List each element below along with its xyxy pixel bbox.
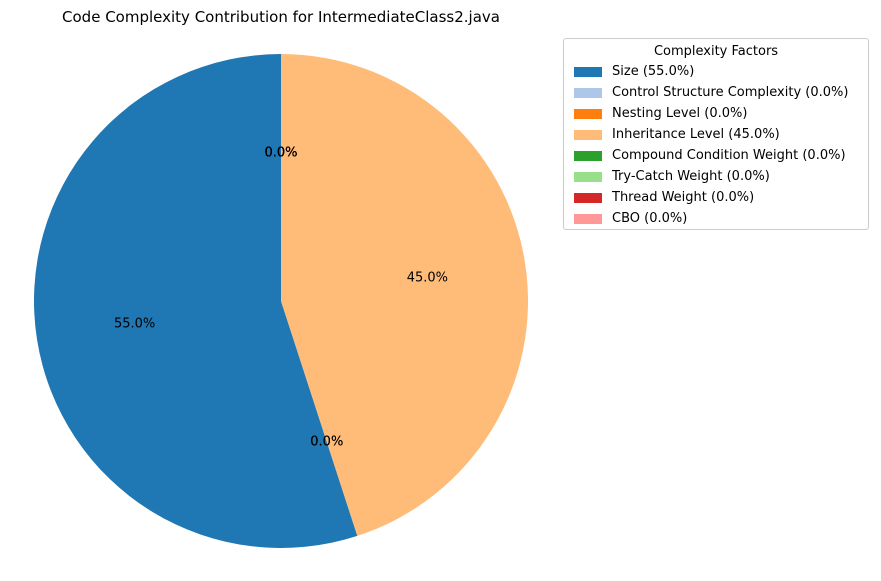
legend-swatch xyxy=(574,87,602,98)
pie-chart: 55.0%0.0%0.0%45.0%0.0%0.0%0.0%0.0% xyxy=(33,54,528,548)
slice-pct-label-thread-weight: 0.0% xyxy=(264,145,297,160)
legend-entry: Compound Condition Weight (0.0%) xyxy=(564,145,868,166)
legend-label: Size (55.0%) xyxy=(612,64,695,79)
legend-entry: Inheritance Level (45.0%) xyxy=(564,124,868,145)
legend-label: Control Structure Complexity (0.0%) xyxy=(612,85,849,100)
legend-title: Complexity Factors xyxy=(653,44,779,59)
legend-entry: CBO (0.0%) xyxy=(564,208,868,229)
slice-pct-label-try-catch-weight: 0.0% xyxy=(264,145,297,160)
slice-pct-label-compound-condition-weight: 0.0% xyxy=(264,145,297,160)
slice-pct-label-size: 55.0% xyxy=(114,317,155,332)
legend-entry: Try-Catch Weight (0.0%) xyxy=(564,166,868,187)
chart-title: Code Complexity Contribution for Interme… xyxy=(62,8,500,26)
legend-label: Nesting Level (0.0%) xyxy=(612,106,748,121)
slice-pct-label-cbo: 0.0% xyxy=(264,145,297,160)
legend-label: Try-Catch Weight (0.0%) xyxy=(612,169,770,184)
legend-entry: Control Structure Complexity (0.0%) xyxy=(564,82,868,103)
legend-entry: Nesting Level (0.0%) xyxy=(564,103,868,124)
slice-pct-label-nesting-level: 0.0% xyxy=(310,434,343,449)
legend-swatch xyxy=(574,171,602,182)
legend-swatch xyxy=(574,108,602,119)
legend-label: Thread Weight (0.0%) xyxy=(612,190,755,205)
legend-entry: Size (55.0%) xyxy=(564,61,868,82)
legend-label: Inheritance Level (45.0%) xyxy=(612,127,780,142)
legend-swatch xyxy=(574,192,602,203)
slice-pct-label-control-structure-complexity: 0.0% xyxy=(310,434,343,449)
legend-entry: Thread Weight (0.0%) xyxy=(564,187,868,208)
pie-slice-inheritance-level xyxy=(281,54,528,536)
legend-swatch xyxy=(574,213,602,224)
legend-swatch xyxy=(574,129,602,140)
legend-swatch xyxy=(574,150,602,161)
legend-label: CBO (0.0%) xyxy=(612,211,688,226)
pie-slice-size xyxy=(33,54,358,548)
legend-swatch xyxy=(574,66,602,77)
legend-label: Compound Condition Weight (0.0%) xyxy=(612,148,846,163)
legend: Complexity Factors Size (55.0%) Control S… xyxy=(563,38,869,230)
slice-pct-label-inheritance-level: 45.0% xyxy=(407,270,448,285)
